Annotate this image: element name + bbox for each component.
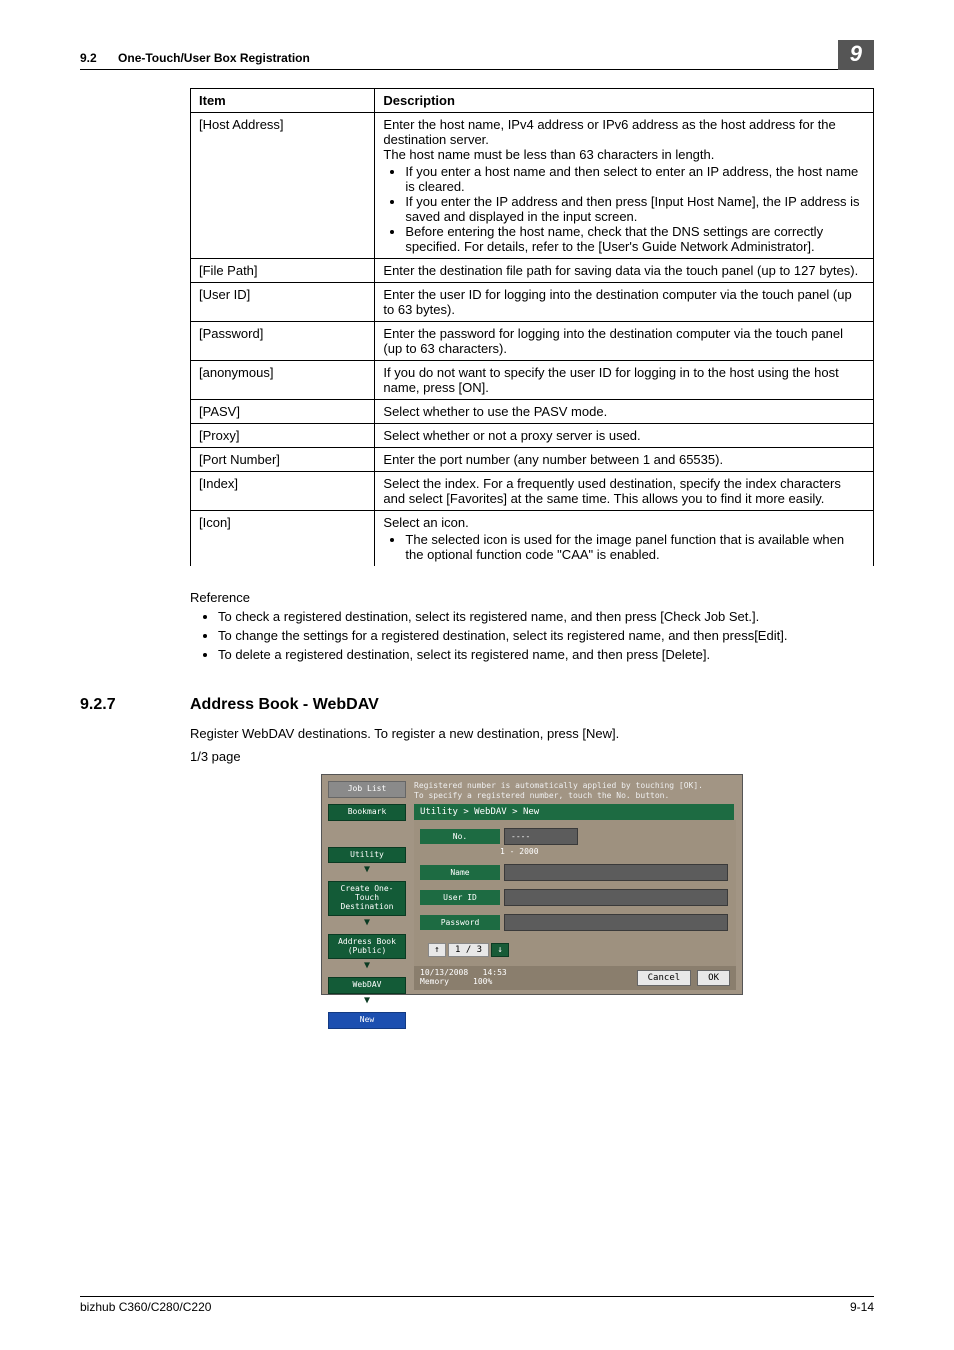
top-message: Registered number is automatically appli… [414, 779, 736, 804]
footer-date: 10/13/2008 [420, 968, 468, 977]
reference-label: Reference [190, 590, 874, 605]
create-onetouch-button[interactable]: Create One-Touch Destination [328, 881, 406, 915]
arrow-down-icon: ▼ [328, 918, 406, 928]
header-left: 9.2 One-Touch/User Box Registration [80, 51, 310, 69]
webdav-button[interactable]: WebDAV [328, 977, 406, 994]
desc-cell: Select the index. For a frequently used … [375, 472, 874, 511]
item-cell: [Host Address] [191, 113, 375, 259]
item-cell: [Proxy] [191, 424, 375, 448]
item-cell: [User ID] [191, 283, 375, 322]
item-cell: [Index] [191, 472, 375, 511]
list-item: To check a registered destination, selec… [218, 609, 874, 624]
bookmark-button[interactable]: Bookmark [328, 804, 406, 821]
cancel-button[interactable]: Cancel [637, 970, 692, 986]
ok-button[interactable]: OK [697, 970, 730, 986]
no-label[interactable]: No. [420, 829, 500, 844]
reference-list: To check a registered destination, selec… [190, 609, 874, 662]
desc-cell: Select whether to use the PASV mode. [375, 400, 874, 424]
desc-cell: Enter the destination file path for savi… [375, 259, 874, 283]
table-row: [File Path]Enter the destination file pa… [191, 259, 874, 283]
item-cell: [File Path] [191, 259, 375, 283]
arrow-down-icon: ▼ [328, 961, 406, 971]
table-row: [Index]Select the index. For a frequentl… [191, 472, 874, 511]
footer-memory-label: Memory [420, 977, 449, 986]
name-value[interactable] [504, 864, 728, 881]
no-range: 1 - 2000 [500, 847, 539, 856]
desc-cell: Enter the port number (any number betwee… [375, 448, 874, 472]
item-cell: [PASV] [191, 400, 375, 424]
side-panel: Job List Bookmark Utility ▼ Create One-T… [328, 781, 406, 1029]
item-cell: [anonymous] [191, 361, 375, 400]
list-item: Before entering the host name, check tha… [405, 224, 865, 254]
list-item: If you enter the IP address and then pre… [405, 194, 865, 224]
reference-block: Reference To check a registered destinat… [190, 590, 874, 662]
table-row: [anonymous]If you do not want to specify… [191, 361, 874, 400]
page-footer: bizhub C360/C280/C220 9-14 [80, 1296, 874, 1314]
table-row: [Proxy]Select whether or not a proxy ser… [191, 424, 874, 448]
breadcrumb: Utility > WebDAV > New [414, 804, 734, 820]
password-value[interactable] [504, 914, 728, 931]
footer-right: 9-14 [850, 1300, 874, 1314]
subsection-number: 9.2.7 [80, 696, 190, 714]
list-item: If you enter a host name and then select… [405, 164, 865, 194]
pager-indicator: 1 / 3 [448, 943, 489, 957]
table-row: [Icon]Select an icon.The selected icon i… [191, 511, 874, 567]
screen-footer: 10/13/2008 14:53 Memory 100% Cancel OK [414, 966, 736, 990]
userid-label[interactable]: User ID [420, 890, 500, 905]
list-item: The selected icon is used for the image … [405, 532, 865, 562]
top-msg-line2: To specify a registered number, touch th… [414, 791, 736, 801]
desc-cell: Select whether or not a proxy server is … [375, 424, 874, 448]
pager-up-button[interactable]: ↑ [428, 943, 446, 957]
page-label: 1/3 page [190, 749, 874, 764]
table-row: [User ID]Enter the user ID for logging i… [191, 283, 874, 322]
arrow-down-icon: ▼ [328, 865, 406, 875]
table-row: [PASV]Select whether to use the PASV mod… [191, 400, 874, 424]
desc-cell: If you do not want to specify the user I… [375, 361, 874, 400]
section-number: 9.2 [80, 51, 97, 65]
desc-cell: Select an icon.The selected icon is used… [375, 511, 874, 567]
no-value: ---- [504, 828, 578, 845]
new-button[interactable]: New [328, 1012, 406, 1029]
list-item: To change the settings for a registered … [218, 628, 874, 643]
table-row: [Password]Enter the password for logging… [191, 322, 874, 361]
col-header-item: Item [191, 89, 375, 113]
section-title: One-Touch/User Box Registration [118, 51, 310, 65]
fields-area: No. ---- 1 - 2000 Name User ID [414, 820, 736, 966]
name-label[interactable]: Name [420, 865, 500, 880]
footer-left: bizhub C360/C280/C220 [80, 1300, 211, 1314]
address-book-button[interactable]: Address Book (Public) [328, 934, 406, 960]
page-header: 9.2 One-Touch/User Box Registration 9 [80, 40, 874, 70]
desc-cell: Enter the user ID for logging into the d… [375, 283, 874, 322]
desc-cell: Enter the host name, IPv4 address or IPv… [375, 113, 874, 259]
item-cell: [Port Number] [191, 448, 375, 472]
footer-memory-value: 100% [473, 977, 492, 986]
footer-time: 14:53 [483, 968, 507, 977]
top-msg-line1: Registered number is automatically appli… [414, 781, 736, 791]
table-row: [Host Address]Enter the host name, IPv4 … [191, 113, 874, 259]
chapter-badge: 9 [838, 40, 874, 70]
col-header-desc: Description [375, 89, 874, 113]
table-row: [Port Number]Enter the port number (any … [191, 448, 874, 472]
job-list-button[interactable]: Job List [328, 781, 406, 798]
subsection-intro: Register WebDAV destinations. To registe… [190, 726, 874, 741]
desc-cell: Enter the password for logging into the … [375, 322, 874, 361]
item-cell: [Icon] [191, 511, 375, 567]
userid-value[interactable] [504, 889, 728, 906]
password-label[interactable]: Password [420, 915, 500, 930]
touch-panel-screenshot: Job List Bookmark Utility ▼ Create One-T… [321, 774, 743, 995]
item-cell: [Password] [191, 322, 375, 361]
subsection-title: Address Book - WebDAV [190, 696, 379, 714]
pager-down-button[interactable]: ↓ [491, 943, 509, 957]
footer-info: 10/13/2008 14:53 Memory 100% [420, 969, 507, 987]
arrow-down-icon: ▼ [328, 996, 406, 1006]
subsection-header: 9.2.7 Address Book - WebDAV [190, 696, 874, 714]
list-item: To delete a registered destination, sele… [218, 647, 874, 662]
definition-table: Item Description [Host Address]Enter the… [190, 88, 874, 566]
utility-button[interactable]: Utility [328, 847, 406, 864]
